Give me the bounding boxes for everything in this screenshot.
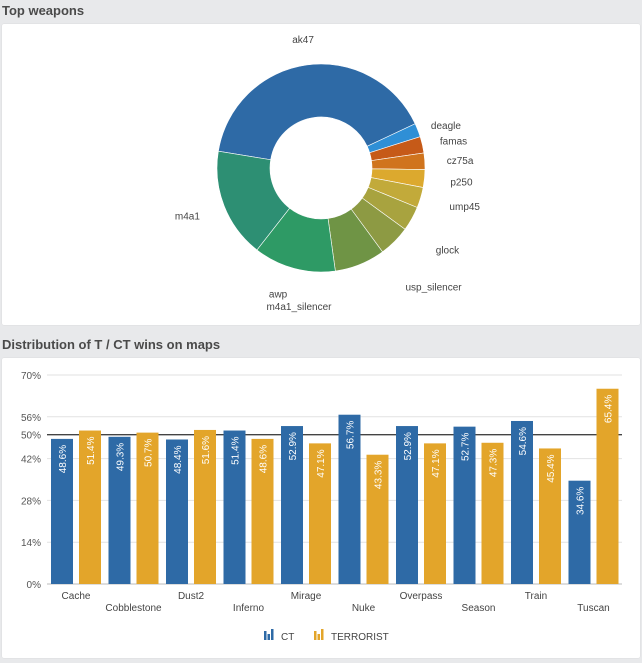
data-label-terrorist-nuke: 43.3% <box>374 461 385 489</box>
legend-icon-bar <box>317 634 320 640</box>
legend-icon-bar <box>267 634 270 640</box>
data-label-ct-inferno: 51.4% <box>231 436 242 464</box>
data-label-ct-train: 54.6% <box>518 427 529 455</box>
data-label-ct-mirage: 52.9% <box>288 432 299 460</box>
bar-terrorist-cobblestone <box>136 432 159 584</box>
bar-ct-season <box>453 426 476 584</box>
x-tick-label-nuke: Nuke <box>352 603 376 614</box>
legend-icon-bar <box>271 629 274 640</box>
donut-label-glock: glock <box>436 245 460 256</box>
legend-item-terrorist: TERRORIST <box>314 629 389 643</box>
legend-item-ct: CT <box>264 629 294 643</box>
bar-ct-train <box>511 420 533 584</box>
data-label-terrorist-mirage: 47.1% <box>316 449 327 477</box>
data-label-ct-season: 52.7% <box>461 433 472 461</box>
data-label-terrorist-overpass: 47.1% <box>431 449 442 477</box>
x-tick-label-inferno: Inferno <box>233 603 265 614</box>
data-label-ct-tuscan: 34.6% <box>576 487 587 515</box>
bar-ct-overpass <box>396 426 418 584</box>
data-label-terrorist-cache: 51.4% <box>86 436 97 464</box>
bar-terrorist-tuscan <box>596 388 619 584</box>
distribution-title: Distribution of T / CT wins on maps <box>2 337 221 352</box>
data-label-terrorist-season: 47.3% <box>489 449 500 477</box>
x-tick-label-cobblestone: Cobblestone <box>105 603 162 614</box>
data-label-terrorist-cobblestone: 50.7% <box>144 439 155 467</box>
data-label-ct-overpass: 52.9% <box>403 432 414 460</box>
y-tick-label: 56% <box>21 413 41 424</box>
data-label-ct-cobblestone: 49.3% <box>116 443 127 471</box>
x-tick-label-mirage: Mirage <box>291 591 322 602</box>
bar-ct-mirage <box>281 426 303 584</box>
legend-label-terrorist: TERRORIST <box>331 632 389 643</box>
top-weapons-panel: ak47 deagle famas cz75a p250 ump45 glock usp_si… <box>2 24 640 325</box>
bar-ct-nuke <box>338 414 361 584</box>
bar-ct-tuscan <box>568 480 591 584</box>
legend-icon-bar <box>321 629 324 640</box>
data-label-ct-dust2: 48.4% <box>173 445 184 473</box>
bar-ct-inferno <box>223 430 246 584</box>
donut-label-deagle: deagle <box>431 121 461 132</box>
y-tick-label: 70% <box>21 371 41 382</box>
donut-label-cz75a: cz75a <box>447 156 474 167</box>
donut-chart: ak47 deagle famas cz75a p250 ump45 glock usp_si… <box>175 35 481 313</box>
bar-terrorist-inferno <box>251 438 274 584</box>
data-label-terrorist-train: 45.4% <box>546 454 557 482</box>
y-tick-label: 28% <box>21 496 41 507</box>
donut-label-famas: famas <box>440 137 467 148</box>
bar-terrorist-train <box>539 448 561 584</box>
y-tick-label: 0% <box>27 580 42 591</box>
bar-terrorist-mirage <box>309 443 331 584</box>
x-tick-label-overpass: Overpass <box>400 591 443 602</box>
bar-terrorist-cache <box>79 430 101 584</box>
bar-terrorist-overpass <box>424 443 446 584</box>
donut-label-m4a1: m4a1 <box>175 211 200 222</box>
donut-label-usp-silencer: usp_silencer <box>405 282 462 293</box>
data-label-terrorist-tuscan: 65.4% <box>604 395 615 423</box>
y-tick-label: 14% <box>21 538 41 549</box>
x-tick-label-dust2: Dust2 <box>178 591 205 602</box>
top-weapons-title: Top weapons <box>2 3 85 18</box>
donut-label-awp: awp <box>269 290 288 301</box>
bar-terrorist-nuke <box>366 454 389 584</box>
data-label-ct-cache: 48.6% <box>58 445 69 473</box>
x-tick-label-cache: Cache <box>62 591 91 602</box>
legend-icon-bar <box>264 631 267 640</box>
y-tick-label: 42% <box>21 455 41 466</box>
bar-ct-cobblestone <box>108 436 131 584</box>
data-label-terrorist-dust2: 51.6% <box>201 436 212 464</box>
donut-label-p250: p250 <box>450 177 473 188</box>
bar-ct-cache <box>51 438 73 584</box>
x-tick-label-season: Season <box>462 603 496 614</box>
donut-label-m4a1-silencer: m4a1_silencer <box>266 302 332 313</box>
donut-label-ak47: ak47 <box>292 35 314 46</box>
bar-terrorist-dust2 <box>194 429 216 584</box>
y-tick-label: 50% <box>21 431 41 442</box>
x-tick-label-tuscan: Tuscan <box>577 603 609 614</box>
legend-label-ct: CT <box>281 632 294 643</box>
bar-chart: 0% 14% 28% 42% 50% 56% 70% 48.6% 51.4% Cache 49.3%… <box>21 371 622 643</box>
data-label-ct-nuke: 56.7% <box>346 421 357 449</box>
data-label-terrorist-inferno: 48.6% <box>259 445 270 473</box>
bar-terrorist-season <box>481 442 504 584</box>
legend-icon-bar <box>314 631 317 640</box>
donut-slice-ak47 <box>218 63 416 161</box>
bar-ct-dust2 <box>166 439 188 584</box>
donut-label-ump45: ump45 <box>449 202 480 213</box>
distribution-panel: 0% 14% 28% 42% 50% 56% 70% 48.6% 51.4% Cache 49.3%… <box>2 358 640 658</box>
donut-slice-m4a1 <box>216 150 291 251</box>
x-tick-label-train: Train <box>525 591 547 602</box>
